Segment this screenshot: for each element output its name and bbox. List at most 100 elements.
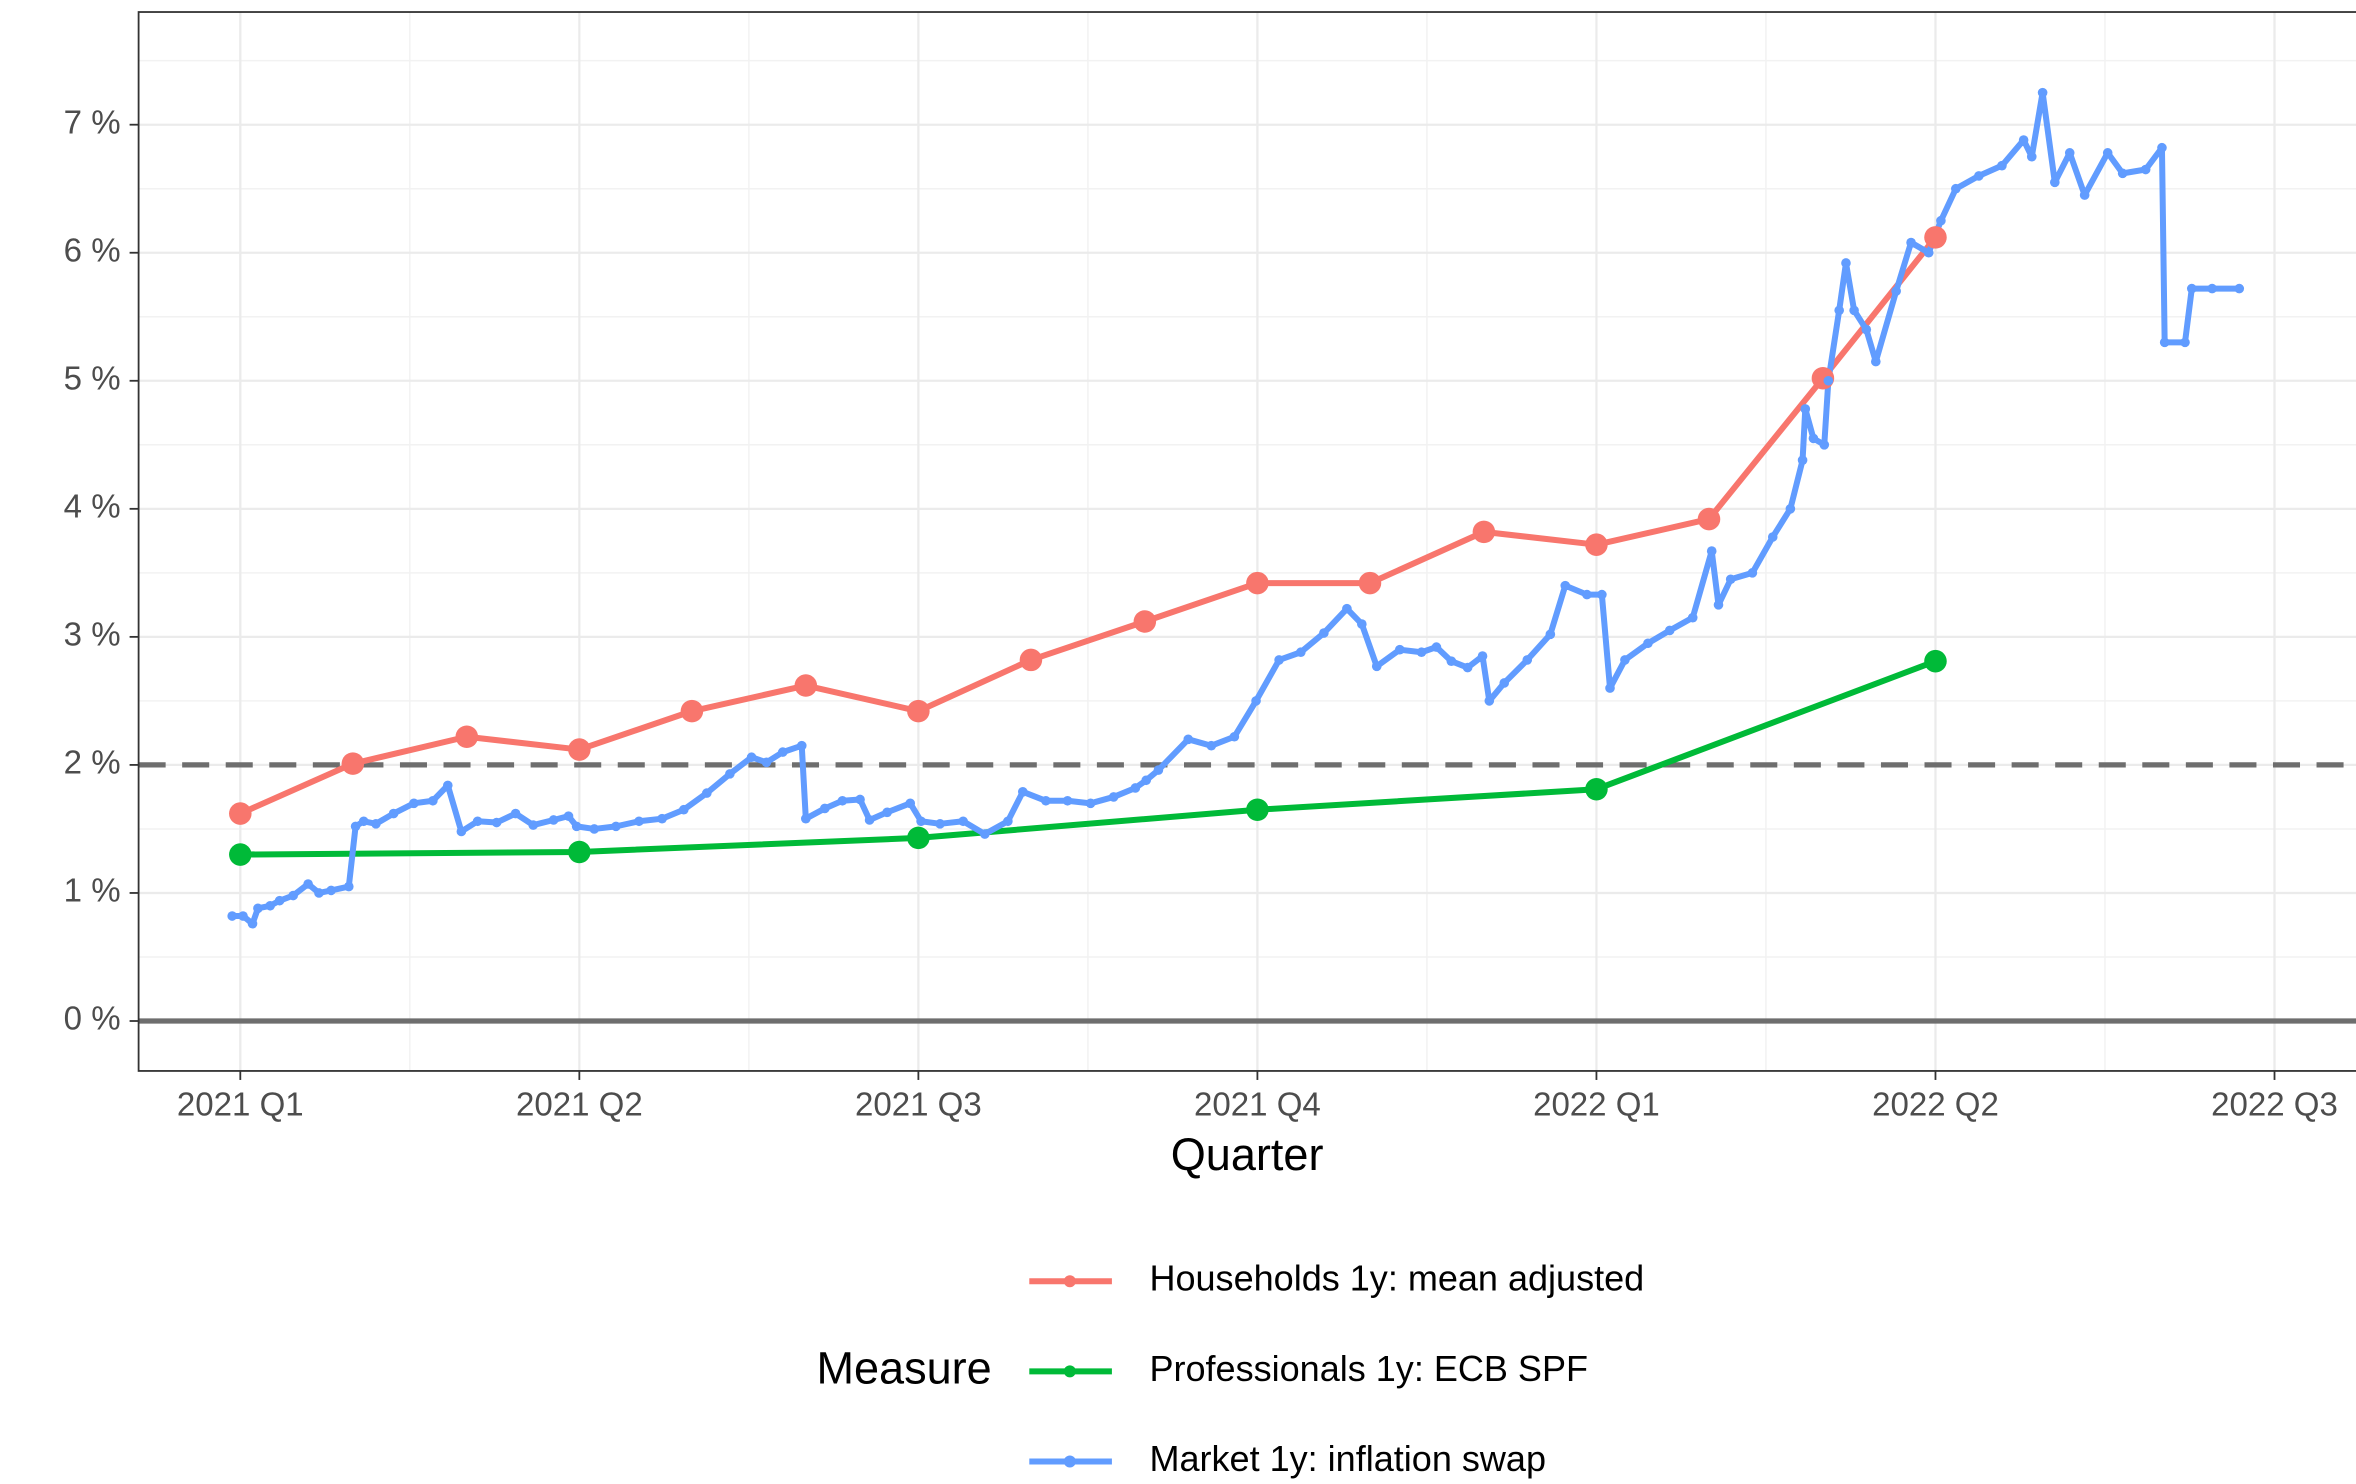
data-point — [229, 802, 252, 825]
x-tick-label: 2022 Q3 — [2211, 1087, 2338, 1124]
data-point — [1019, 648, 1043, 672]
data-point — [229, 843, 252, 866]
data-point — [1620, 655, 1630, 665]
data-point — [2186, 283, 2197, 294]
data-point — [1357, 619, 1367, 629]
data-point — [314, 888, 324, 898]
x-axis-title: Quarter — [1171, 1129, 1324, 1180]
data-point — [1108, 792, 1119, 802]
data-point — [303, 879, 313, 889]
data-point — [253, 903, 263, 914]
data-point — [1767, 532, 1778, 542]
data-point — [907, 699, 930, 723]
data-point — [1472, 520, 1496, 544]
data-point — [2117, 168, 2128, 179]
data-point — [1834, 305, 1844, 316]
data-point — [1085, 798, 1096, 809]
data-point — [1861, 324, 1872, 335]
data-point — [442, 780, 453, 791]
data-point — [794, 674, 818, 697]
legend: Measure Households 1y: mean adjusted Prof… — [816, 1258, 1644, 1479]
y-tick-label: 1 % — [64, 873, 121, 910]
data-point — [2018, 135, 2029, 145]
data-point — [1997, 160, 2007, 171]
data-point — [274, 895, 285, 906]
data-point — [725, 769, 735, 779]
data-point — [2026, 151, 2037, 162]
data-point — [1183, 734, 1194, 745]
data-point — [801, 813, 811, 824]
data-point — [568, 738, 591, 761]
y-tick-label: 3 % — [64, 617, 121, 654]
data-point — [1923, 247, 1934, 258]
data-point — [761, 757, 772, 768]
data-point — [2234, 283, 2245, 294]
data-point — [746, 752, 757, 763]
data-point — [1246, 798, 1269, 821]
data-point — [1416, 647, 1427, 658]
data-point — [343, 881, 354, 892]
data-point — [702, 788, 712, 798]
data-point — [678, 804, 689, 815]
data-point — [1130, 783, 1141, 793]
data-point — [2180, 337, 2190, 348]
data-point — [371, 819, 381, 829]
x-tick-label: 2021 Q4 — [1194, 1087, 1321, 1124]
data-point — [1319, 628, 1329, 638]
y-tick-label: 4 % — [64, 489, 121, 526]
data-point — [1664, 625, 1675, 636]
x-tick-label: 2021 Q3 — [855, 1087, 982, 1124]
data-point — [1643, 638, 1653, 649]
data-point — [958, 816, 968, 827]
x-tick-label: 2021 Q1 — [177, 1087, 304, 1124]
data-point — [2140, 164, 2151, 175]
data-point — [1371, 661, 1382, 672]
data-point — [326, 885, 336, 896]
data-point — [2050, 177, 2060, 188]
data-point — [980, 829, 990, 839]
data-point — [1936, 215, 1946, 226]
y-tick-label: 2 % — [64, 745, 121, 782]
x-tick-label: 2021 Q2 — [516, 1087, 643, 1124]
data-point — [1431, 642, 1442, 652]
data-point — [388, 808, 399, 819]
data-point — [1295, 647, 1306, 658]
legend-swatch-point — [1063, 1275, 1076, 1288]
legend-swatch-point — [1063, 1365, 1076, 1378]
data-point — [1446, 656, 1457, 667]
data-point — [1484, 696, 1495, 706]
data-point — [1229, 731, 1240, 742]
data-point — [1906, 237, 1916, 248]
data-point — [1003, 816, 1013, 827]
data-point — [1800, 404, 1811, 414]
data-point — [563, 811, 574, 821]
data-point — [1797, 455, 1808, 465]
data-point — [1585, 777, 1608, 801]
data-point — [864, 815, 875, 825]
data-point — [1477, 651, 1488, 661]
data-point — [1697, 507, 1721, 531]
data-point — [1017, 787, 1028, 797]
y-tick-label: 5 % — [64, 361, 121, 398]
data-point — [611, 821, 621, 832]
legend-swatch-point — [1063, 1455, 1076, 1468]
data-point — [1974, 171, 1984, 181]
data-point — [1819, 439, 1830, 450]
data-point — [1747, 568, 1758, 578]
data-point — [568, 840, 591, 864]
data-point — [247, 918, 258, 929]
data-point — [1274, 655, 1284, 665]
data-point — [1597, 589, 1607, 600]
data-point — [1924, 649, 1947, 673]
legend-title: Measure — [816, 1342, 991, 1393]
data-point — [2102, 148, 2113, 158]
data-point — [1041, 795, 1051, 806]
data-point — [1560, 580, 1571, 591]
data-point — [548, 815, 559, 825]
data-point — [1808, 433, 1819, 444]
data-point — [1891, 286, 1901, 296]
data-point — [472, 816, 483, 827]
data-point — [265, 900, 275, 911]
data-point — [2037, 87, 2048, 98]
